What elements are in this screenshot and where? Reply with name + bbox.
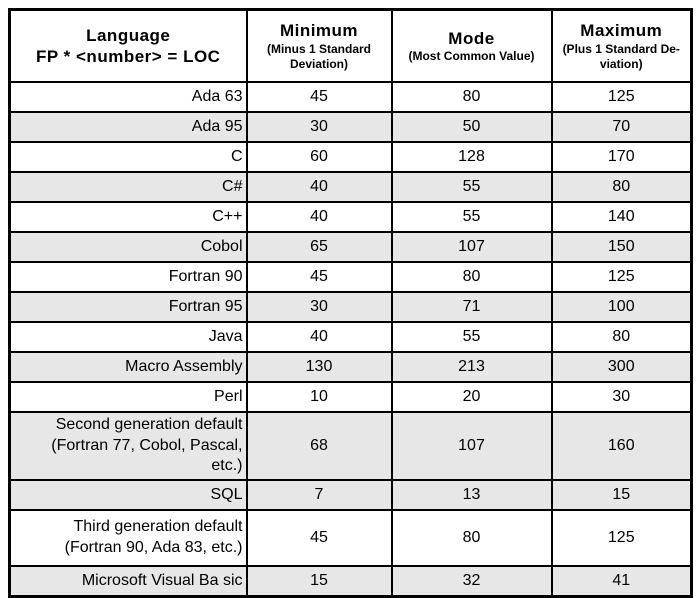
minimum-cell: 45 — [245, 261, 393, 293]
maximum-cell: 125 — [550, 261, 693, 293]
language-cell: Cobol — [8, 231, 248, 263]
minimum-cell: 65 — [245, 231, 393, 263]
maximum-cell: 160 — [550, 411, 693, 481]
table-row-fortran-90: Fortran 90 45 80 125 — [8, 261, 693, 293]
language-cell: Java — [8, 321, 248, 353]
col-header-mode: Mode (Most Common Value) — [390, 8, 553, 83]
minimum-cell: 45 — [245, 81, 393, 113]
mode-cell: 55 — [390, 201, 553, 233]
col-header-minimum-subtitle: (Minus 1 Standard Deviation) — [266, 41, 371, 71]
table-header: Language FP * <number> = LOC Minimum (Mi… — [8, 8, 693, 83]
table-row-ada-63: Ada 63 45 80 125 — [8, 81, 693, 113]
maximum-cell: 125 — [550, 81, 693, 113]
col-header-mode-title: Mode — [448, 28, 495, 48]
minimum-cell: 40 — [245, 321, 393, 353]
mode-cell: 213 — [390, 351, 553, 383]
table-row-second-generation-default: Second generation default (Fortran 77, C… — [8, 411, 693, 481]
table-row-c-plus-plus: C++ 40 55 140 — [8, 201, 693, 233]
mode-cell: 107 — [390, 411, 553, 481]
language-cell: Microsoft Visual Ba sic — [8, 565, 248, 598]
language-cell: Ada 63 — [8, 81, 248, 113]
mode-cell: 71 — [390, 291, 553, 323]
maximum-cell: 150 — [550, 231, 693, 263]
mode-cell: 55 — [390, 321, 553, 353]
mode-cell: 80 — [390, 261, 553, 293]
col-header-maximum-title: Maximum — [580, 21, 663, 41]
mode-cell: 13 — [390, 479, 553, 511]
minimum-cell: 45 — [245, 509, 393, 567]
language-cell: Second generation default (Fortran 77, C… — [8, 411, 248, 481]
table-row-microsoft-visual-basic: Microsoft Visual Ba sic 15 32 41 — [8, 565, 693, 598]
mode-cell: 32 — [390, 565, 553, 598]
language-cell: Ada 95 — [8, 111, 248, 143]
col-header-maximum-subtitle: (Plus 1 Standard De- viation) — [562, 41, 680, 71]
maximum-cell: 125 — [550, 509, 693, 567]
minimum-cell: 10 — [245, 381, 393, 413]
minimum-cell: 40 — [245, 171, 393, 203]
language-cell: Perl — [8, 381, 248, 413]
table-row-cobol: Cobol 65 107 150 — [8, 231, 693, 263]
mode-cell: 107 — [390, 231, 553, 263]
table-row-c: C 60 128 170 — [8, 141, 693, 173]
table-row-third-generation-default: Third generation default (Fortran 90, Ad… — [8, 509, 693, 567]
maximum-cell: 70 — [550, 111, 693, 143]
language-cell: C# — [8, 171, 248, 203]
language-cell: C++ — [8, 201, 248, 233]
mode-cell: 20 — [390, 381, 553, 413]
maximum-cell: 300 — [550, 351, 693, 383]
table-body: Ada 63 45 80 125 Ada 95 30 50 70 C 60 12… — [8, 81, 693, 598]
table-row-ada-95: Ada 95 30 50 70 — [8, 111, 693, 143]
mode-cell: 55 — [390, 171, 553, 203]
table-row-fortran-95: Fortran 95 30 71 100 — [8, 291, 693, 323]
minimum-cell: 60 — [245, 141, 393, 173]
minimum-cell: 40 — [245, 201, 393, 233]
mode-cell: 50 — [390, 111, 553, 143]
minimum-cell: 30 — [245, 111, 393, 143]
table-row-perl: Perl 10 20 30 — [8, 381, 693, 413]
header-row: Language FP * <number> = LOC Minimum (Mi… — [8, 8, 693, 83]
fp-to-loc-conversion-table: Language FP * <number> = LOC Minimum (Mi… — [8, 8, 693, 598]
maximum-cell: 170 — [550, 141, 693, 173]
minimum-cell: 130 — [245, 351, 393, 383]
col-header-minimum-title: Minimum — [279, 21, 359, 41]
table-row-sql: SQL 7 13 15 — [8, 479, 693, 511]
table-row-c-sharp: C# 40 55 80 — [8, 171, 693, 203]
minimum-cell: 15 — [245, 565, 393, 598]
language-cell: C — [8, 141, 248, 173]
language-cell: SQL — [8, 479, 248, 511]
maximum-cell: 41 — [550, 565, 693, 598]
maximum-cell: 80 — [550, 321, 693, 353]
maximum-cell: 15 — [550, 479, 693, 511]
maximum-cell: 30 — [550, 381, 693, 413]
minimum-cell: 7 — [245, 479, 393, 511]
language-cell: Fortran 95 — [8, 291, 248, 323]
col-header-language-title: Language FP * <number> = LOC — [36, 25, 221, 66]
mode-cell: 80 — [390, 509, 553, 567]
mode-cell: 80 — [390, 81, 553, 113]
maximum-cell: 80 — [550, 171, 693, 203]
col-header-mode-subtitle: (Most Common Value) — [408, 49, 535, 64]
language-cell: Third generation default (Fortran 90, Ad… — [8, 509, 248, 567]
table-row-java: Java 40 55 80 — [8, 321, 693, 353]
language-cell: Fortran 90 — [8, 261, 248, 293]
col-header-maximum: Maximum (Plus 1 Standard De- viation) — [550, 8, 693, 83]
mode-cell: 128 — [390, 141, 553, 173]
maximum-cell: 100 — [550, 291, 693, 323]
col-header-language: Language FP * <number> = LOC — [8, 8, 248, 83]
col-header-minimum: Minimum (Minus 1 Standard Deviation) — [245, 8, 393, 83]
minimum-cell: 68 — [245, 411, 393, 481]
table-row-macro-assembly: Macro Assembly 130 213 300 — [8, 351, 693, 383]
minimum-cell: 30 — [245, 291, 393, 323]
maximum-cell: 140 — [550, 201, 693, 233]
language-cell: Macro Assembly — [8, 351, 248, 383]
